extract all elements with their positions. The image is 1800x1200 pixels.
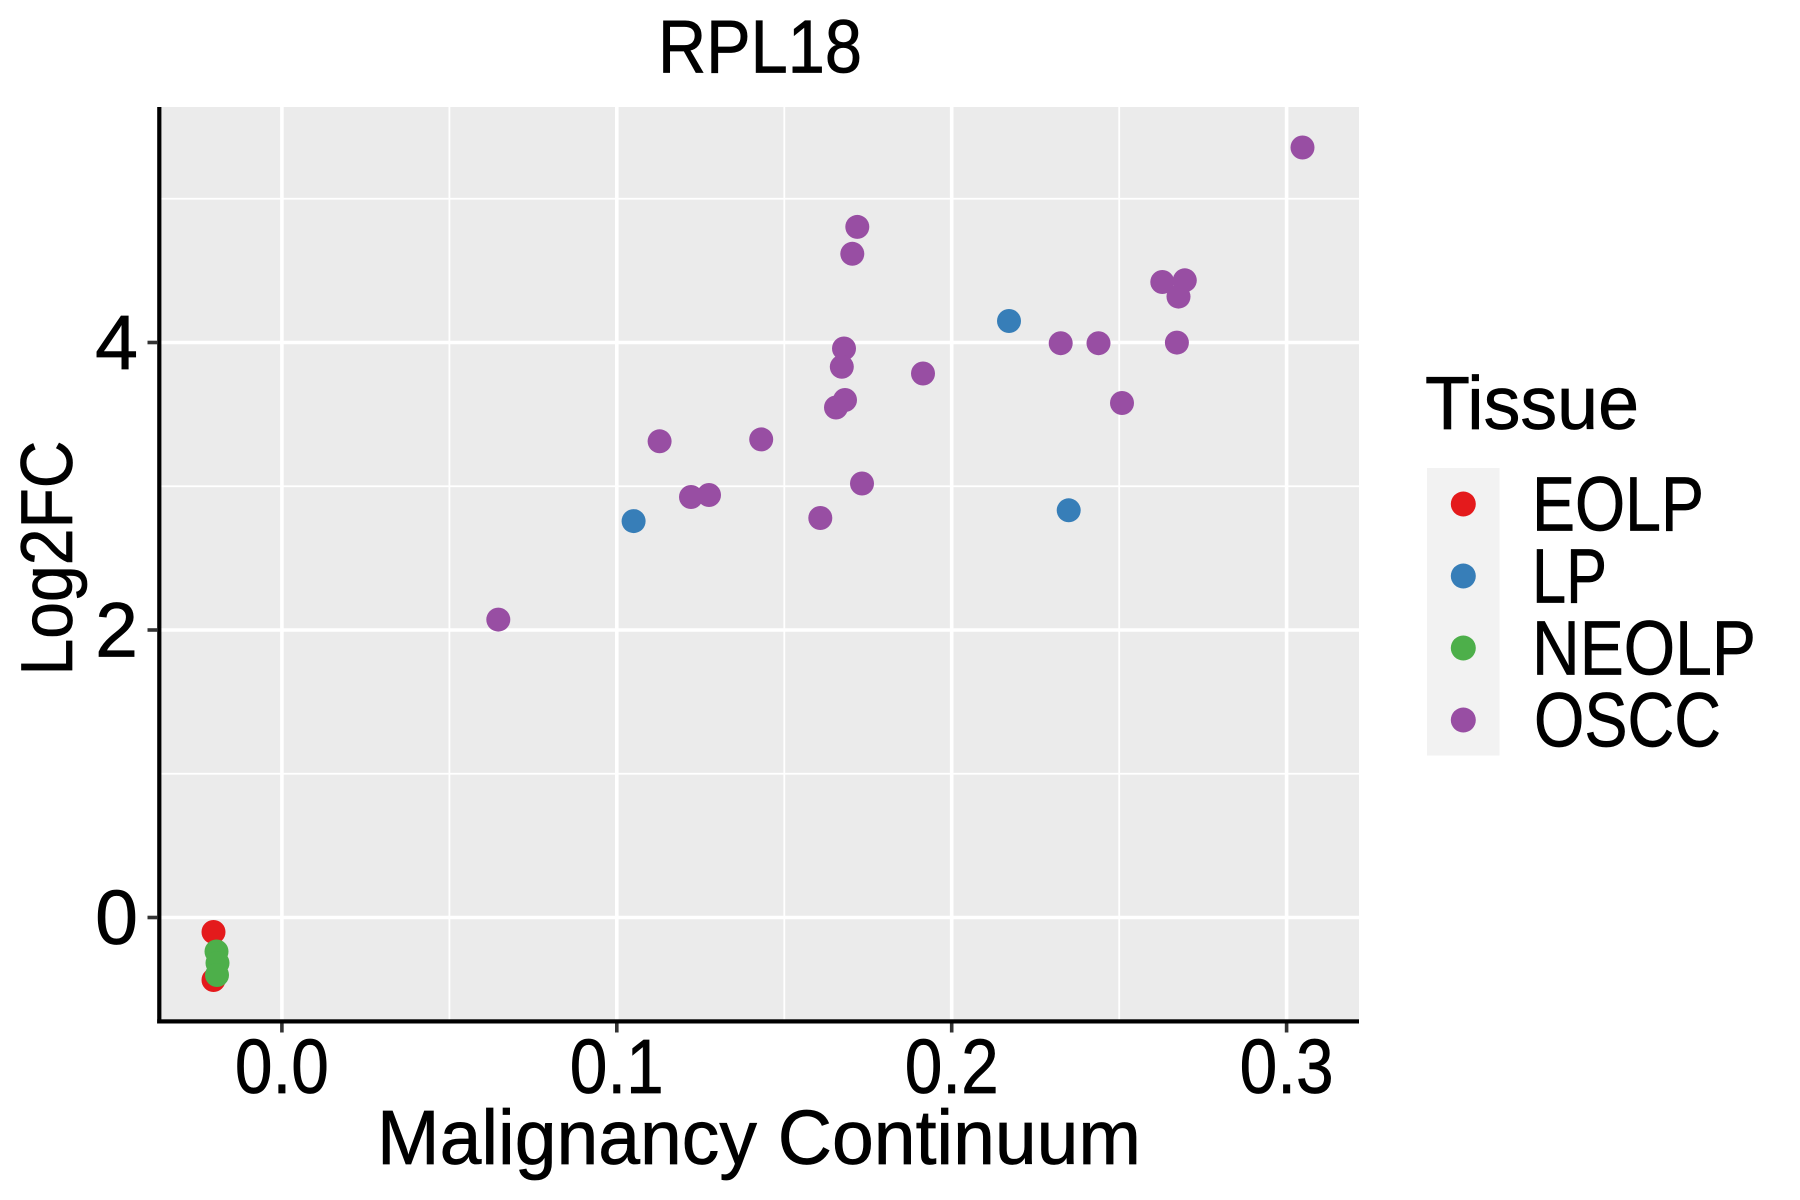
svg-text:Log2FC: Log2FC: [7, 441, 88, 676]
svg-text:EOLP: EOLP: [1532, 462, 1704, 548]
svg-text:OSCC: OSCC: [1534, 678, 1721, 764]
svg-text:NEOLP: NEOLP: [1532, 606, 1756, 692]
svg-text:Malignancy Continuum: Malignancy Continuum: [377, 1095, 1141, 1181]
svg-text:0.3: 0.3: [1240, 1024, 1334, 1110]
svg-text:Tissue: Tissue: [1425, 361, 1639, 445]
svg-text:2: 2: [95, 588, 138, 674]
svg-text:4: 4: [95, 300, 138, 386]
svg-text:LP: LP: [1532, 534, 1607, 620]
svg-text:0: 0: [95, 875, 138, 961]
svg-text:RPL18: RPL18: [658, 5, 862, 89]
svg-text:0.2: 0.2: [905, 1024, 999, 1110]
svg-text:0.0: 0.0: [235, 1024, 329, 1110]
svg-text:0.1: 0.1: [570, 1024, 664, 1110]
